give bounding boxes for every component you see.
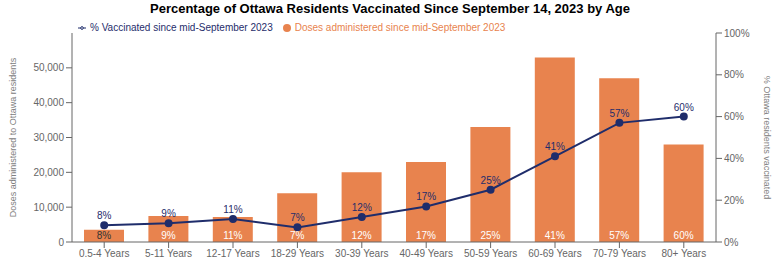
svg-text:20%: 20%: [724, 195, 744, 206]
svg-text:17%: 17%: [416, 230, 436, 241]
svg-text:20,000: 20,000: [33, 167, 64, 178]
svg-text:% Ottawa residents vaccinated: % Ottawa residents vaccinated: [762, 76, 772, 200]
svg-text:18-29 Years: 18-29 Years: [271, 248, 324, 259]
svg-text:40-49 Years: 40-49 Years: [400, 248, 453, 259]
svg-text:41%: 41%: [545, 230, 565, 241]
svg-text:10,000: 10,000: [33, 202, 64, 213]
svg-text:9%: 9%: [161, 230, 176, 241]
svg-text:12-17 Years: 12-17 Years: [206, 248, 259, 259]
svg-text:50-59 Years: 50-59 Years: [464, 248, 517, 259]
svg-text:70-79 Years: 70-79 Years: [593, 248, 646, 259]
html-text:Percentage of Ottawa Residents: Percentage of Ottawa Residents Vaccinate…: [150, 1, 630, 16]
svg-text:11%: 11%: [223, 204, 242, 215]
svg-text:12%: 12%: [352, 202, 372, 213]
svg-text:57%: 57%: [609, 230, 629, 241]
svg-text:40%: 40%: [724, 153, 744, 164]
svg-text:40,000: 40,000: [33, 97, 64, 108]
svg-text:25%: 25%: [481, 175, 501, 186]
svg-text:60%: 60%: [674, 230, 694, 241]
svg-text:9%: 9%: [161, 208, 176, 219]
svg-text:50,000: 50,000: [33, 62, 64, 73]
svg-text:Doses administered to Ottawa r: Doses administered to Ottawa residents: [8, 57, 18, 217]
svg-text:17%: 17%: [416, 191, 436, 202]
svg-text:41%: 41%: [545, 141, 565, 152]
svg-text:0.5-4 Years: 0.5-4 Years: [79, 248, 130, 259]
svg-text:60-69 Years: 60-69 Years: [528, 248, 581, 259]
svg-text:30-39 Years: 30-39 Years: [335, 248, 388, 259]
svg-text:5-11 Years: 5-11 Years: [145, 248, 192, 259]
svg-text:0: 0: [58, 237, 64, 248]
svg-text:7%: 7%: [290, 212, 305, 223]
svg-text:60%: 60%: [724, 111, 744, 122]
svg-text:25%: 25%: [480, 230, 500, 241]
svg-text:60%: 60%: [674, 102, 694, 113]
svg-text:7%: 7%: [290, 230, 305, 241]
svg-text:0%: 0%: [724, 237, 739, 248]
svg-text:12%: 12%: [352, 230, 372, 241]
svg-text:80%: 80%: [724, 69, 744, 80]
svg-text:11%: 11%: [223, 230, 242, 241]
svg-text:30,000: 30,000: [33, 132, 64, 143]
svg-text:8%: 8%: [97, 230, 112, 241]
svg-text:57%: 57%: [609, 108, 629, 119]
html-text:% Vaccinated since mid-Septemb: % Vaccinated since mid-September 2023: [90, 22, 273, 33]
svg-text:100%: 100%: [724, 28, 750, 39]
svg-text:8%: 8%: [97, 210, 112, 221]
svg-text:80+ Years: 80+ Years: [661, 248, 706, 259]
html-text:Doses administered since mid-S: Doses administered since mid-September 2…: [294, 22, 506, 33]
